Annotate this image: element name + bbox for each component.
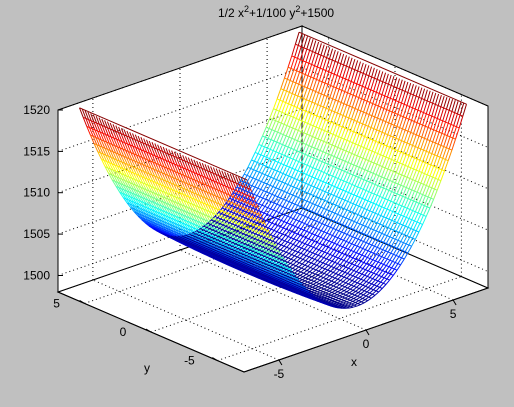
z-tick-label: 1510	[23, 186, 50, 200]
x-tick-mark	[279, 360, 282, 365]
y-tick-label: 5	[53, 296, 60, 310]
x-tick-mark	[366, 330, 369, 335]
z-tick-label: 1520	[23, 103, 50, 117]
y-axis-label: y	[144, 361, 150, 375]
z-tick-label: 1505	[23, 227, 50, 241]
y-tick-label: -5	[184, 354, 195, 368]
x-tick-label: -5	[274, 367, 285, 381]
z-tick-label: 1500	[23, 269, 50, 283]
x-tick-label: 5	[450, 307, 457, 321]
x-axis-label: x	[351, 355, 357, 369]
z-tick-label: 1515	[23, 144, 50, 158]
x-tick-mark	[453, 300, 456, 305]
chart-title: 1/2 x2+1/100 y2+1500	[218, 4, 334, 20]
x-tick-label: 0	[363, 337, 370, 351]
y-tick-label: 0	[120, 325, 127, 339]
